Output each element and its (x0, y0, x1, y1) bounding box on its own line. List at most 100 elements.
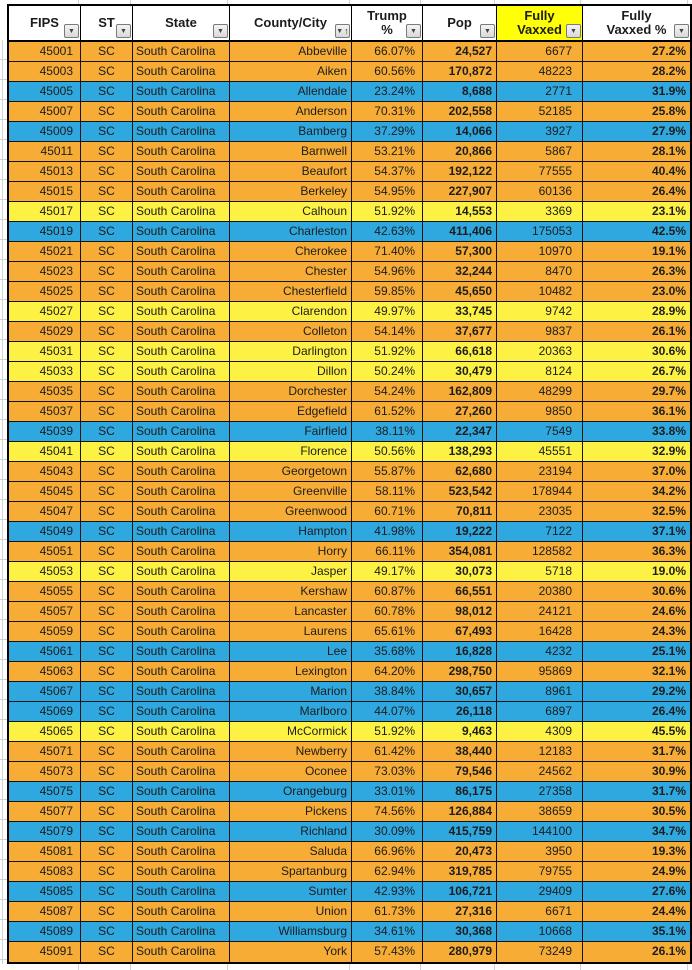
cell-pop[interactable]: 66,618 (423, 342, 497, 361)
cell-county[interactable]: Florence (230, 442, 352, 461)
cell-trump-pct[interactable]: 35.68% (352, 642, 423, 661)
cell-st[interactable]: SC (81, 382, 133, 401)
cell-trump-pct[interactable]: 58.11% (352, 482, 423, 501)
cell-fully-vaxxed-pct[interactable]: 40.4% (651, 164, 686, 178)
cell-state[interactable]: South Carolina (133, 82, 230, 101)
cell-fully-vaxxed-pct[interactable]: 42.5% (651, 224, 686, 238)
cell-fips[interactable]: 45083 (9, 862, 81, 881)
cell-fully-vaxxed-pct[interactable]: 24.9% (651, 864, 686, 878)
cell-st[interactable]: SC (81, 562, 133, 581)
cell-fully-vaxxed-pct[interactable]: 26.3% (651, 264, 686, 278)
cell-state[interactable]: South Carolina (133, 862, 230, 881)
cell-state[interactable]: South Carolina (133, 362, 230, 381)
cell-fully-vaxxed[interactable]: 48299 (497, 382, 583, 401)
cell-fips[interactable]: 45047 (9, 502, 81, 521)
cell-trump-pct[interactable]: 73.03% (352, 762, 423, 781)
cell-county[interactable]: Richland (230, 822, 352, 841)
cell-st[interactable]: SC (81, 602, 133, 621)
cell-fully-vaxxed[interactable]: 4232 (497, 642, 583, 661)
cell-county[interactable]: Calhoun (230, 202, 352, 221)
cell-state[interactable]: South Carolina (133, 142, 230, 161)
cell-fully-vaxxed[interactable]: 45551 (497, 442, 583, 461)
cell-pop[interactable]: 202,558 (423, 102, 497, 121)
cell-county[interactable]: Laurens (230, 622, 352, 641)
cell-fully-vaxxed-pct[interactable]: 36.3% (651, 544, 686, 558)
cell-pop[interactable]: 27,316 (423, 902, 497, 921)
cell-state[interactable]: South Carolina (133, 902, 230, 921)
cell-pop[interactable]: 86,175 (423, 782, 497, 801)
cell-st[interactable]: SC (81, 722, 133, 741)
cell-state[interactable]: South Carolina (133, 402, 230, 421)
cell-fips[interactable]: 45015 (9, 182, 81, 201)
cell-fips[interactable]: 45079 (9, 822, 81, 841)
cell-fips[interactable]: 45067 (9, 682, 81, 701)
cell-pop[interactable]: 37,677 (423, 322, 497, 341)
column-header-state[interactable]: State ▼ (133, 6, 230, 40)
cell-state[interactable]: South Carolina (133, 322, 230, 341)
cell-st[interactable]: SC (81, 242, 133, 261)
cell-fully-vaxxed[interactable]: 79755 (497, 862, 583, 881)
cell-fully-vaxxed[interactable]: 6677 (497, 42, 583, 61)
cell-state[interactable]: South Carolina (133, 242, 230, 261)
cell-pop[interactable]: 138,293 (423, 442, 497, 461)
cell-fully-vaxxed-pct[interactable]: 24.3% (651, 624, 686, 638)
cell-pop[interactable]: 16,828 (423, 642, 497, 661)
cell-state[interactable]: South Carolina (133, 742, 230, 761)
cell-pop[interactable]: 319,785 (423, 862, 497, 881)
cell-fully-vaxxed-pct[interactable]: 34.2% (651, 484, 686, 498)
cell-trump-pct[interactable]: 42.63% (352, 222, 423, 241)
cell-st[interactable]: SC (81, 422, 133, 441)
cell-county[interactable]: Charleston (230, 222, 352, 241)
filter-button-fully-vaxxed[interactable]: ▼ (566, 24, 581, 38)
cell-st[interactable]: SC (81, 462, 133, 481)
cell-county[interactable]: Abbeville (230, 42, 352, 61)
cell-fips[interactable]: 45003 (9, 62, 81, 81)
column-header-pop[interactable]: Pop ▼ (423, 6, 497, 40)
cell-county[interactable]: Spartanburg (230, 862, 352, 881)
cell-trump-pct[interactable]: 49.17% (352, 562, 423, 581)
cell-state[interactable]: South Carolina (133, 582, 230, 601)
cell-state[interactable]: South Carolina (133, 102, 230, 121)
cell-state[interactable]: South Carolina (133, 162, 230, 181)
cell-fips[interactable]: 45025 (9, 282, 81, 301)
cell-fips[interactable]: 45013 (9, 162, 81, 181)
cell-fully-vaxxed[interactable]: 20380 (497, 582, 583, 601)
cell-st[interactable]: SC (81, 762, 133, 781)
cell-state[interactable]: South Carolina (133, 262, 230, 281)
cell-pop[interactable]: 62,680 (423, 462, 497, 481)
cell-state[interactable]: South Carolina (133, 342, 230, 361)
cell-pop[interactable]: 9,463 (423, 722, 497, 741)
cell-fully-vaxxed-pct[interactable]: 28.1% (651, 144, 686, 158)
cell-fully-vaxxed-pct[interactable]: 32.1% (651, 664, 686, 678)
cell-pop[interactable]: 106,721 (423, 882, 497, 901)
cell-trump-pct[interactable]: 59.85% (352, 282, 423, 301)
cell-fips[interactable]: 45031 (9, 342, 81, 361)
cell-st[interactable]: SC (81, 102, 133, 121)
cell-county[interactable]: Dorchester (230, 382, 352, 401)
cell-fips[interactable]: 45051 (9, 542, 81, 561)
cell-fips[interactable]: 45021 (9, 242, 81, 261)
cell-fully-vaxxed[interactable]: 24562 (497, 762, 583, 781)
cell-state[interactable]: South Carolina (133, 202, 230, 221)
cell-fips[interactable]: 45009 (9, 122, 81, 141)
cell-fully-vaxxed[interactable]: 29409 (497, 882, 583, 901)
cell-st[interactable]: SC (81, 442, 133, 461)
cell-trump-pct[interactable]: 51.92% (352, 342, 423, 361)
cell-county[interactable]: Union (230, 902, 352, 921)
cell-county[interactable]: Anderson (230, 102, 352, 121)
cell-trump-pct[interactable]: 41.98% (352, 522, 423, 541)
cell-trump-pct[interactable]: 70.31% (352, 102, 423, 121)
cell-county[interactable]: Berkeley (230, 182, 352, 201)
cell-trump-pct[interactable]: 64.20% (352, 662, 423, 681)
cell-st[interactable]: SC (81, 922, 133, 941)
cell-state[interactable]: South Carolina (133, 762, 230, 781)
cell-fully-vaxxed-pct[interactable]: 31.7% (651, 744, 686, 758)
cell-fips[interactable]: 45063 (9, 662, 81, 681)
cell-pop[interactable]: 38,440 (423, 742, 497, 761)
cell-st[interactable]: SC (81, 502, 133, 521)
column-header-st[interactable]: ST ▼ (81, 6, 133, 40)
cell-fips[interactable]: 45053 (9, 562, 81, 581)
cell-state[interactable]: South Carolina (133, 942, 230, 962)
column-header-county-city[interactable]: County/City ▼ ↑ (230, 6, 352, 40)
cell-trump-pct[interactable]: 65.61% (352, 622, 423, 641)
